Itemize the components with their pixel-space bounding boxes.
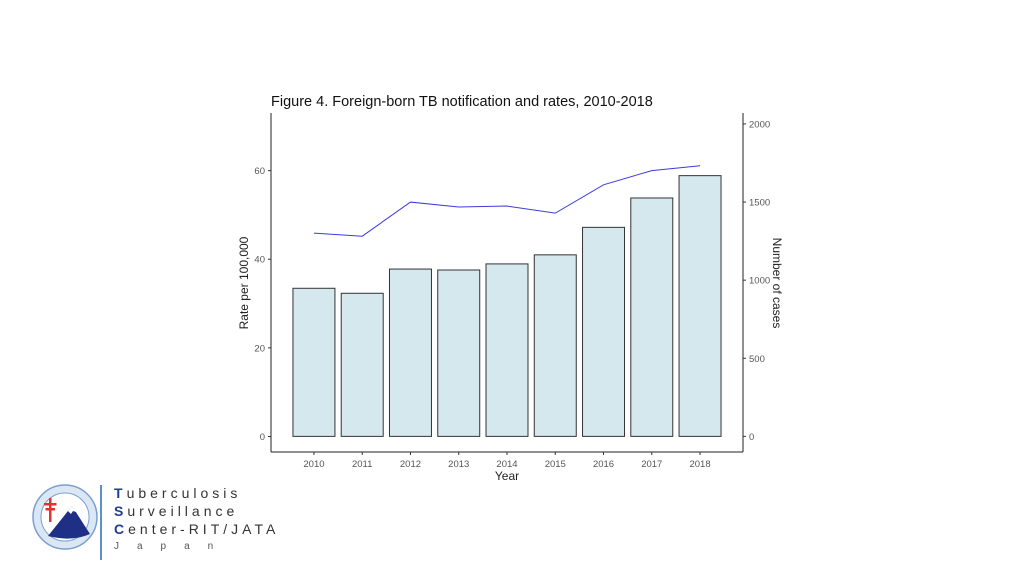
tsc-logo-emblem [32,484,98,550]
bar-2010 [292,287,336,437]
y-axis-label: Rate per 100,000 [237,236,251,329]
y2-tick-label: 2000 [749,119,770,130]
bar-2013 [437,269,481,437]
y-tick-label: 60 [254,166,265,177]
chart-title: Figure 4. Foreign-born TB notification a… [271,94,653,110]
y-tick-label: 20 [254,343,265,354]
logo-cap-t: T [114,485,127,501]
bar-2012 [388,268,432,437]
logo-line-1: uberculosis [126,485,242,501]
x-tick-label: 2017 [641,459,662,470]
y2-axis-label: Number of cases [770,238,784,329]
bar-2014 [485,263,529,437]
y2-tick-label: 1500 [749,198,770,209]
y2-tick-label: 1000 [749,276,770,287]
logo-divider [100,485,102,560]
logo-cap-s: S [114,503,128,519]
bar-2017 [630,197,674,437]
x-tick-label: 2010 [303,459,324,470]
logo-line-4: Japan [114,541,232,552]
x-tick-label: 2016 [593,459,614,470]
y-tick-label: 0 [260,432,265,443]
bar-2018 [678,175,722,437]
tsc-logo-text: Tuberculosis Surveillance Center-RIT/JAT… [114,484,279,556]
bar-2011 [340,292,384,437]
logo-line-2: urveillance [127,503,239,519]
x-tick-label: 2012 [400,459,421,470]
x-tick-label: 2015 [545,459,566,470]
x-tick-label: 2018 [689,459,710,470]
y-tick-label: 40 [254,255,265,266]
logo-cap-c: C [114,521,129,537]
x-axis-label: Year [495,469,519,483]
x-tick-label: 2011 [352,459,372,470]
x-tick-label: 2014 [496,459,517,470]
bar-2015 [533,254,577,437]
y2-tick-label: 0 [749,432,754,443]
y2-tick-label: 500 [749,354,765,365]
logo-line-3: enter-RIT/JATA [128,521,280,537]
x-tick-label: 2013 [448,459,469,470]
bar-2016 [582,226,626,437]
